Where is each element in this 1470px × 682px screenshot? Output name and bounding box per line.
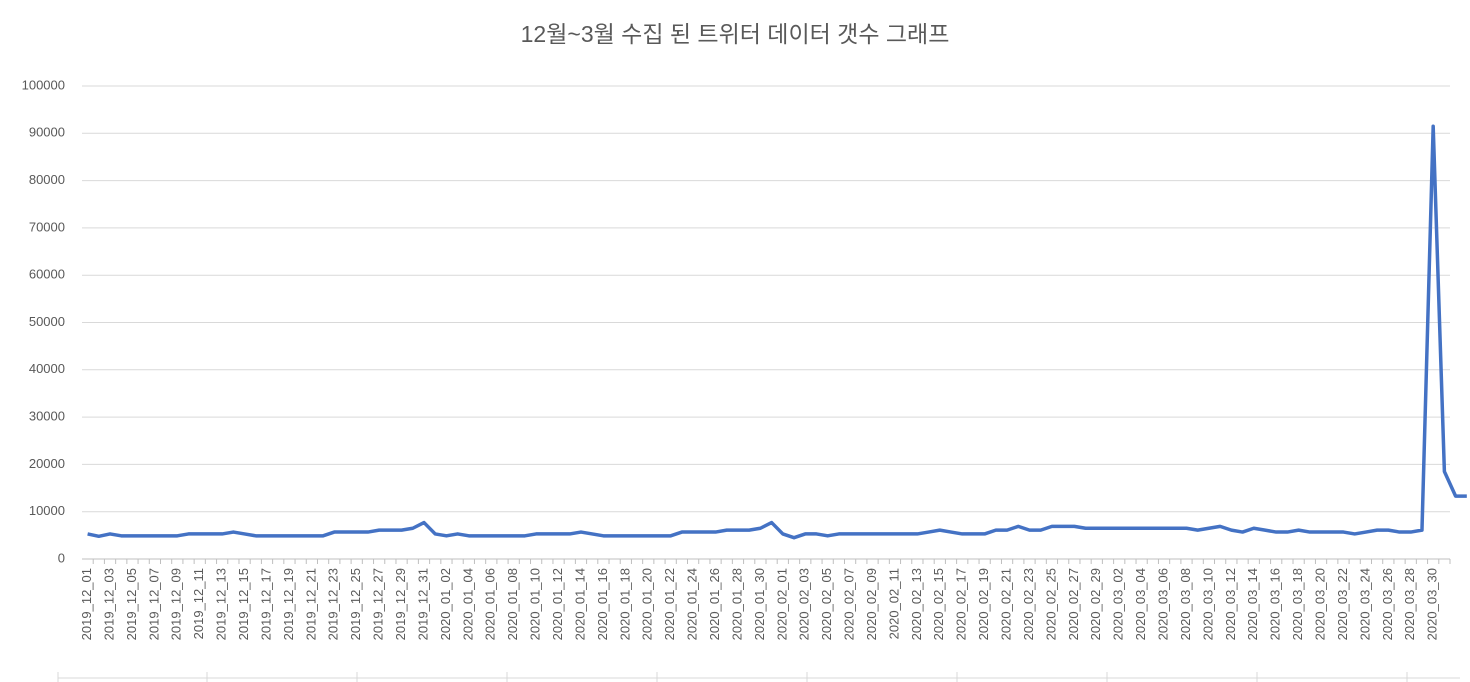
x-tick-label: 2019_12_31 — [415, 568, 430, 640]
x-tick-label: 2020_03_28 — [1402, 568, 1417, 640]
x-tick-label: 2020_03_14 — [1245, 568, 1260, 640]
x-tick-label: 2020_03_22 — [1335, 568, 1350, 640]
x-tick-label: 2020_03_24 — [1357, 568, 1372, 640]
x-tick-label: 2019_12_25 — [348, 568, 363, 640]
outer-axis — [57, 672, 1460, 682]
x-tick-label: 2020_02_13 — [909, 568, 924, 640]
x-tick-label: 2020_02_01 — [774, 568, 789, 640]
x-tick-label: 2020_03_12 — [1223, 568, 1238, 640]
x-tick-label: 2020_01_24 — [685, 568, 700, 640]
x-tick-label: 2020_03_08 — [1178, 568, 1193, 640]
x-tick-label: 2020_01_04 — [460, 568, 475, 640]
x-tick-label: 2019_12_15 — [236, 568, 251, 640]
x-tick-label: 2020_02_27 — [1066, 568, 1081, 640]
chart-title: 12월~3월 수집 된 트위터 데이터 갯수 그래프 — [521, 21, 950, 47]
data-line — [87, 124, 1467, 540]
x-tick-label: 2019_12_21 — [303, 568, 318, 640]
x-tick-label: 2019_12_01 — [79, 568, 94, 640]
y-tick-label: 30000 — [29, 409, 65, 424]
x-tick-label: 2020_01_28 — [729, 568, 744, 640]
x-tick-label: 2020_01_22 — [662, 568, 677, 640]
y-tick-label: 90000 — [29, 125, 65, 140]
y-tick-label: 50000 — [29, 314, 65, 329]
x-tick-label: 2020_01_02 — [438, 568, 453, 640]
x-tick-label: 2020_01_08 — [505, 568, 520, 640]
x-tick-label: 2020_01_30 — [752, 568, 767, 640]
x-tick-label: 2020_01_20 — [640, 568, 655, 640]
x-tick-label: 2020_01_16 — [595, 568, 610, 640]
x-tick-label: 2020_03_26 — [1380, 568, 1395, 640]
x-tick-label: 2020_03_10 — [1200, 568, 1215, 640]
y-tick-label: 100000 — [22, 77, 65, 92]
x-tick-label: 2019_12_11 — [191, 568, 206, 639]
x-tick-label: 2020_03_30 — [1425, 568, 1440, 640]
x-tick-label: 2019_12_09 — [169, 568, 184, 640]
x-tick-label: 2020_02_15 — [931, 568, 946, 640]
x-tick-label: 2020_03_02 — [1111, 568, 1126, 640]
y-tick-label: 0 — [58, 550, 65, 565]
y-tick-label: 60000 — [29, 267, 65, 282]
x-tick-label: 2019_12_29 — [393, 568, 408, 640]
x-tick-label: 2020_01_14 — [572, 568, 587, 640]
x-tick-label: 2019_12_05 — [124, 568, 139, 640]
x-tick-label: 2020_02_17 — [954, 568, 969, 640]
x-tick-label: 2020_02_07 — [842, 568, 857, 640]
x-tick-label: 2020_03_04 — [1133, 568, 1148, 640]
x-tick-label: 2020_02_05 — [819, 568, 834, 640]
x-tick-label: 2020_02_09 — [864, 568, 879, 640]
x-tick-label: 2020_01_12 — [550, 568, 565, 640]
x-tick-label: 2020_03_16 — [1268, 568, 1283, 640]
x-tick-label: 2020_01_18 — [617, 568, 632, 640]
x-tick-label: 2020_03_06 — [1156, 568, 1171, 640]
y-tick-label: 40000 — [29, 361, 65, 376]
x-tick-label: 2020_03_20 — [1312, 568, 1327, 640]
x-tick-label: 2020_02_29 — [1088, 568, 1103, 640]
x-tick-label: 2020_02_21 — [999, 568, 1014, 640]
x-tick-label: 2020_02_23 — [1021, 568, 1036, 640]
x-tick-label: 2020_02_11 — [886, 568, 901, 639]
y-tick-label: 80000 — [29, 172, 65, 187]
x-tick-label: 2019_12_23 — [326, 568, 341, 640]
x-tick-label: 2020_02_19 — [976, 568, 991, 640]
x-tick-label: 2020_01_26 — [707, 568, 722, 640]
x-tick-label: 2020_01_10 — [528, 568, 543, 640]
x-tick-label: 2020_03_18 — [1290, 568, 1305, 640]
x-tick-label: 2019_12_19 — [281, 568, 296, 640]
x-tick-label: 2019_12_03 — [101, 568, 116, 640]
x-tick-label: 2019_12_07 — [146, 568, 161, 640]
x-tick-label: 2019_12_27 — [371, 568, 386, 640]
x-tick-label: 2020_02_25 — [1043, 568, 1058, 640]
y-tick-label: 70000 — [29, 219, 65, 234]
x-tick-label: 2019_12_13 — [214, 568, 229, 640]
y-tick-label: 20000 — [29, 456, 65, 471]
y-tick-label: 10000 — [29, 503, 65, 518]
x-tick-label: 2020_01_06 — [483, 568, 498, 640]
x-tick-label: 2020_02_03 — [797, 568, 812, 640]
x-tick-label: 2019_12_17 — [258, 568, 273, 640]
